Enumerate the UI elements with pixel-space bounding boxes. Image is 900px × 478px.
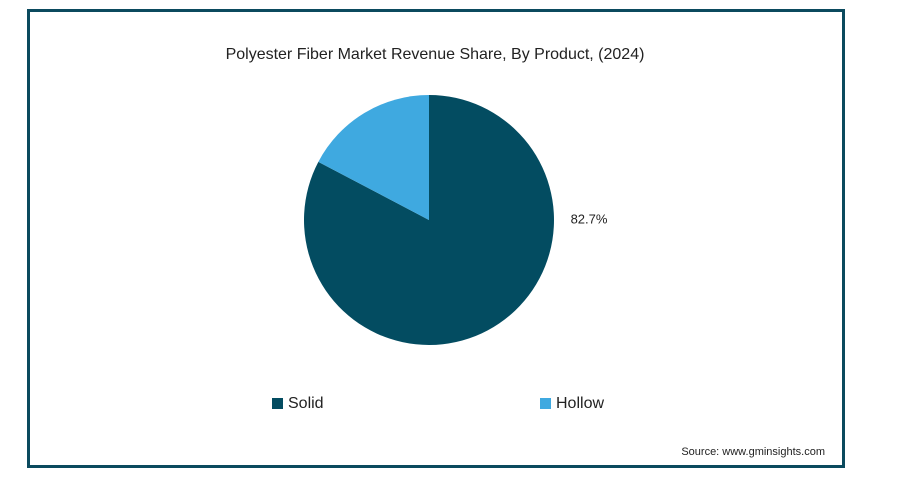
- legend-swatch: [272, 398, 283, 409]
- data-label: 82.7%: [571, 211, 608, 226]
- chart-title: Polyester Fiber Market Revenue Share, By…: [226, 46, 645, 63]
- legend-swatch: [540, 398, 551, 409]
- legend-label: Solid: [288, 395, 324, 412]
- source-note: Source: www.gminsights.com: [681, 446, 825, 458]
- pie-slice: [304, 95, 555, 345]
- legend-label: Hollow: [556, 395, 604, 412]
- pie-slice: [318, 95, 429, 220]
